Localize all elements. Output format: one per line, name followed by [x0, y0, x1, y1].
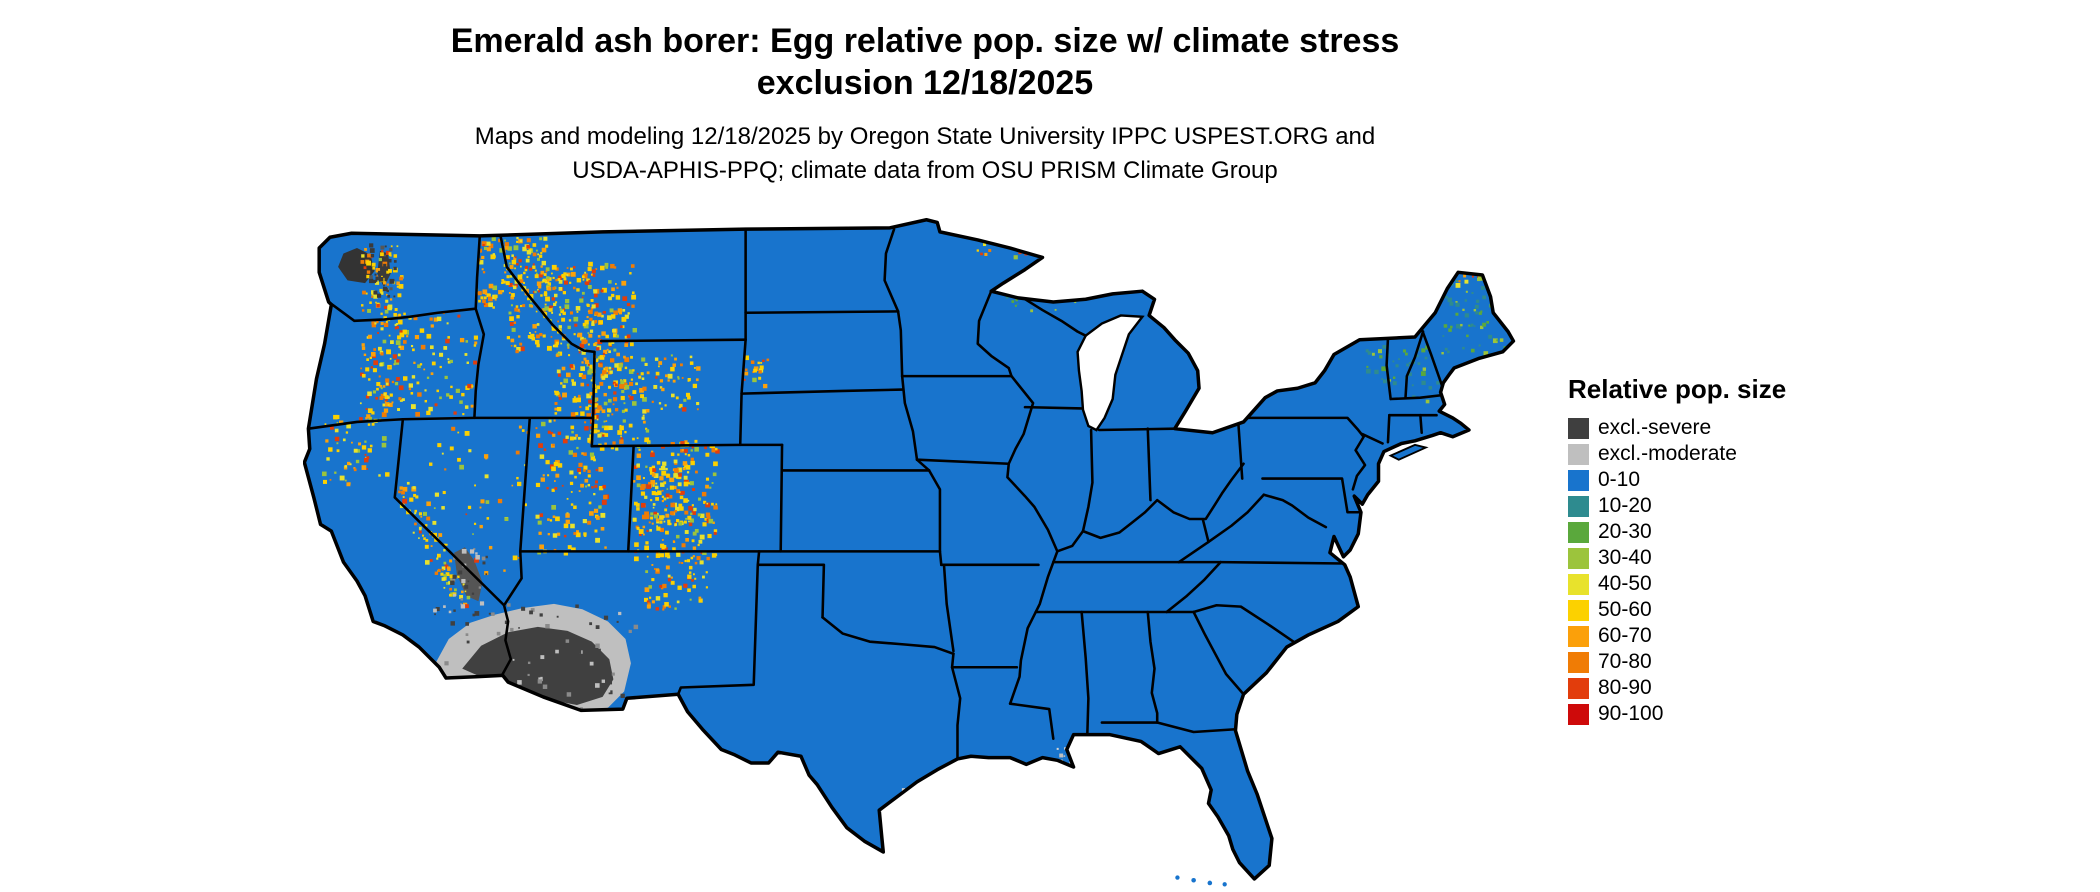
legend-item: 80-90	[1568, 675, 1868, 701]
lake-michigan	[1076, 314, 1145, 432]
legend-item: excl.-moderate	[1568, 441, 1868, 467]
exclusion-regions	[338, 248, 631, 714]
map-legend: Relative pop. size excl.-severe excl.-mod…	[1568, 374, 1868, 727]
title-line-2: exclusion 12/18/2025	[756, 64, 1094, 102]
legend-item: 70-80	[1568, 649, 1868, 675]
legend-label: 90-100	[1598, 702, 1664, 725]
legend-swatch	[1568, 547, 1589, 569]
legend-swatch	[1568, 573, 1589, 595]
figure-subtitle: Maps and modeling 12/18/2025 by Oregon S…	[0, 120, 1850, 188]
legend-label: 10-20	[1598, 494, 1652, 517]
legend-item: 60-70	[1568, 623, 1868, 649]
population-speckles	[322, 229, 1509, 799]
figure-title: Emerald ash borer: Egg relative pop. siz…	[0, 20, 1850, 104]
legend-item: 30-40	[1568, 545, 1868, 571]
title-line-1: Emerald ash borer: Egg relative pop. siz…	[450, 22, 1400, 60]
legend-swatch	[1568, 599, 1589, 621]
legend-label: 50-60	[1598, 598, 1652, 621]
legend-swatch	[1568, 651, 1589, 673]
legend-label: 60-70	[1598, 624, 1652, 647]
legend-items: excl.-severe excl.-moderate 0-10 10-20 20-30…	[1568, 415, 1868, 727]
legend-label: 80-90	[1598, 676, 1652, 699]
legend-item: 90-100	[1568, 701, 1868, 727]
legend-item: 0-10	[1568, 467, 1868, 493]
legend-item: excl.-severe	[1568, 415, 1868, 441]
legend-title: Relative pop. size	[1568, 374, 1787, 404]
legend-item: 20-30	[1568, 519, 1868, 545]
state-borders	[307, 227, 1445, 761]
us-landmass	[304, 219, 1514, 879]
subtitle-line-1: Maps and modeling 12/18/2025 by Oregon S…	[474, 123, 1376, 150]
legend-swatch	[1568, 443, 1589, 465]
legend-label: 40-50	[1598, 572, 1652, 595]
legend-label: 20-30	[1598, 520, 1652, 543]
legend-item: 10-20	[1568, 493, 1868, 519]
legend-swatch	[1568, 469, 1589, 491]
legend-label: excl.-moderate	[1598, 442, 1737, 465]
us-map	[303, 217, 1516, 887]
legend-swatch	[1568, 677, 1589, 699]
legend-swatch	[1568, 703, 1589, 725]
legend-label: excl.-severe	[1598, 416, 1712, 439]
florida-keys	[1175, 875, 1227, 887]
legend-label: 70-80	[1598, 650, 1652, 673]
legend-label: 0-10	[1598, 468, 1641, 491]
legend-swatch	[1568, 417, 1589, 439]
subtitle-line-2: USDA-APHIS-PPQ; climate data from OSU PR…	[572, 157, 1278, 184]
legend-item: 50-60	[1568, 597, 1868, 623]
legend-swatch	[1568, 521, 1589, 543]
long-island	[1388, 443, 1429, 461]
us-outline	[303, 217, 1516, 881]
legend-item: 40-50	[1568, 571, 1868, 597]
legend-label: 30-40	[1598, 546, 1652, 569]
legend-swatch	[1568, 625, 1589, 647]
great-lakes	[1076, 314, 1145, 432]
legend-swatch	[1568, 495, 1589, 517]
